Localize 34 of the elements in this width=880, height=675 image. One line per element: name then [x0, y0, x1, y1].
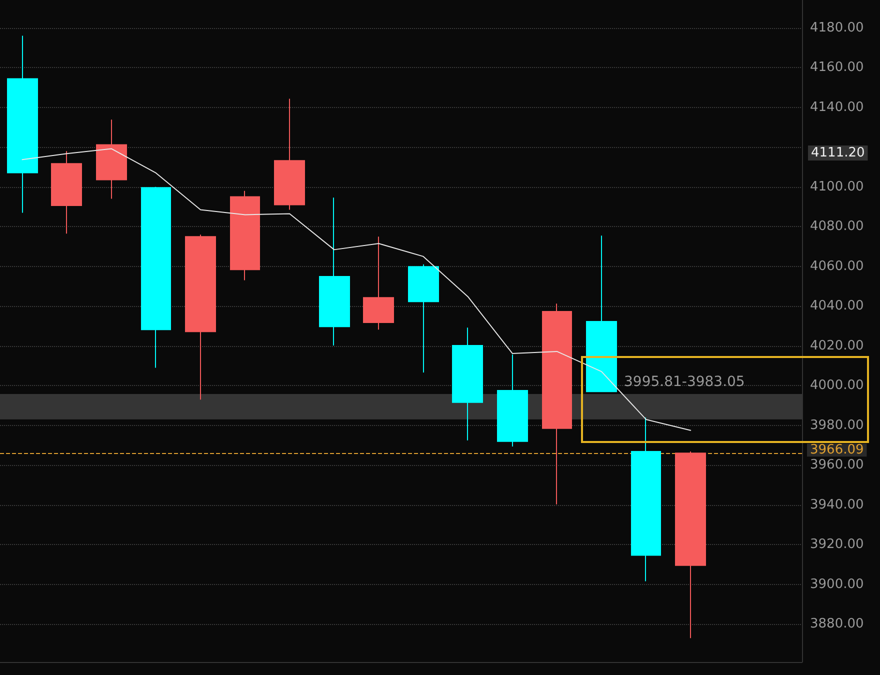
candlestick — [141, 186, 171, 368]
y-tick-label: 3880.00 — [810, 616, 864, 632]
candlestick — [185, 234, 216, 400]
candlestick — [7, 35, 38, 214]
candlestick — [230, 190, 260, 281]
candlestick — [319, 197, 350, 346]
text: 4111.20 — [811, 146, 865, 160]
y-tick-label: 4040.00 — [810, 298, 864, 314]
candlestick — [452, 327, 483, 441]
candlestick — [542, 303, 572, 505]
y-tick-label: 4160.00 — [810, 60, 864, 76]
y-tick-label: 3960.00 — [810, 458, 864, 473]
y-tick-label: 3980.00 — [810, 418, 864, 433]
y-tick-label: 3940.00 — [810, 497, 864, 512]
y-tick-label: 4080.00 — [810, 219, 864, 234]
y-tick-label: 4060.00 — [810, 258, 864, 274]
y-tick-label: 4180.00 — [810, 20, 864, 36]
y-tick-label: 4020.00 — [810, 338, 864, 354]
candlestick — [363, 236, 394, 330]
y-tick-label: 3920.00 — [810, 537, 864, 552]
ref-line-label: 3966.09 — [810, 442, 864, 458]
candlestick — [497, 354, 528, 447]
band-label: 3995.81-3983.05 — [624, 374, 745, 390]
y-tick-label: 4100.00 — [810, 179, 864, 194]
candlestick — [51, 150, 82, 234]
y-tick-label: 4140.00 — [810, 100, 864, 115]
candlestick — [274, 98, 305, 210]
candlestick — [631, 416, 661, 582]
candlestick — [586, 235, 617, 392]
y-tick-label: 4000.00 — [810, 378, 864, 394]
candlestick — [96, 119, 127, 200]
y-tick-label: 3900.00 — [810, 576, 864, 592]
candlestick — [408, 264, 439, 374]
candlestick — [675, 450, 706, 639]
